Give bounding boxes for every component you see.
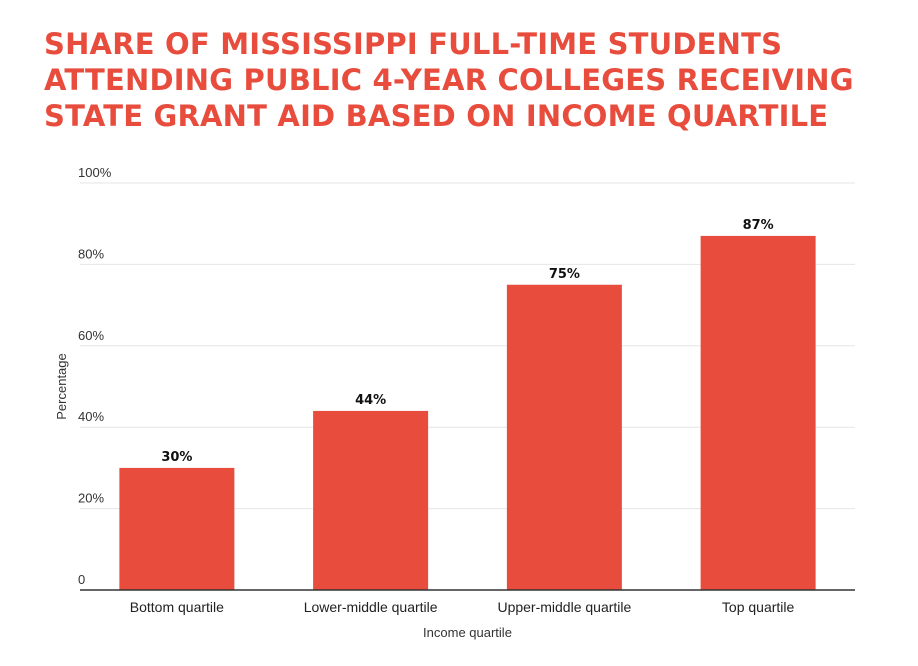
x-category-label: Bottom quartile <box>130 599 224 615</box>
bar <box>119 467 235 590</box>
y-tick-label: 100% <box>78 165 112 180</box>
y-tick-label: 80% <box>78 246 104 261</box>
data-label: 44% <box>355 393 386 408</box>
x-axis-title: Income quartile <box>423 625 512 640</box>
chart-title-line-2: ATTENDING PUBLIC 4-YEAR COLLEGES RECEIVI… <box>44 63 854 97</box>
y-tick-label: 20% <box>78 491 104 506</box>
x-axis-categories: Bottom quartile Lower-middle quartile Uppe… <box>130 599 795 615</box>
x-category-label: Lower-middle quartile <box>304 599 438 615</box>
y-tick-label: 0 <box>78 572 85 587</box>
chart-title-line-3: STATE GRANT AID BASED ON INCOME QUARTILE <box>44 99 829 133</box>
chart-title-line-1: SHARE OF MISSISSIPPI FULL-TIME STUDENTS <box>44 27 783 61</box>
data-label: 75% <box>549 267 580 282</box>
chart-title: SHARE OF MISSISSIPPI FULL-TIME STUDENTS … <box>44 26 904 134</box>
x-category-label: Upper-middle quartile <box>497 599 631 615</box>
bar <box>700 235 816 590</box>
data-labels: 30% 44% 75% 87% <box>161 218 773 465</box>
bars <box>119 235 816 590</box>
y-tick-label: 40% <box>78 409 104 424</box>
data-label: 30% <box>161 450 192 465</box>
bar <box>313 410 429 590</box>
y-axis-title: Percentage <box>54 353 69 420</box>
bar <box>506 284 622 590</box>
y-tick-label: 60% <box>78 328 104 343</box>
y-axis-ticks: 0 20% 40% 60% 80% 100% <box>78 165 112 587</box>
data-label: 87% <box>743 218 774 233</box>
x-category-label: Top quartile <box>722 599 795 615</box>
